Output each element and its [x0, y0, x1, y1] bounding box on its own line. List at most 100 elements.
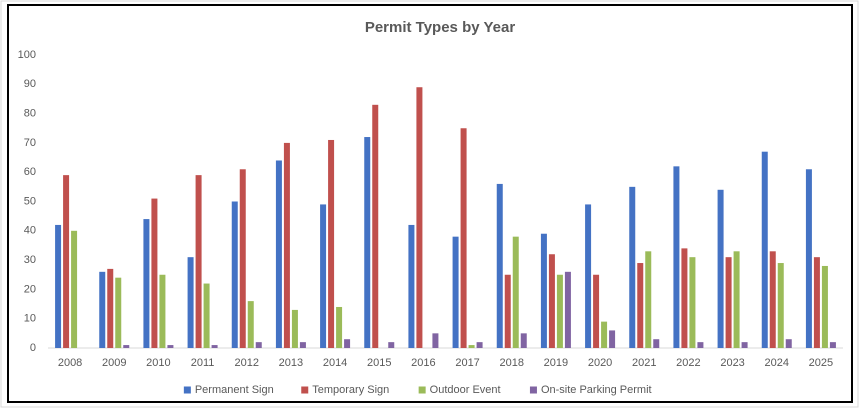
bar [372, 104, 379, 348]
bar [344, 339, 351, 348]
y-tick-label: 40 [24, 225, 36, 237]
legend-swatch [529, 386, 537, 394]
bar [364, 137, 371, 348]
bar [247, 301, 254, 348]
bar [388, 342, 395, 348]
bar [255, 342, 262, 348]
bar [645, 251, 652, 348]
bar [769, 251, 776, 348]
y-tick-label: 60 [24, 166, 36, 178]
x-tick-label: 2020 [588, 357, 612, 369]
bar [564, 271, 571, 348]
x-tick-label: 2008 [58, 357, 82, 369]
bar [741, 342, 748, 348]
y-tick-label: 80 [24, 108, 36, 120]
bar [637, 263, 644, 348]
legend-swatch [183, 386, 191, 394]
y-tick-label: 100 [18, 49, 36, 61]
x-tick-label: 2018 [500, 357, 524, 369]
bar [187, 257, 194, 348]
bar [777, 263, 784, 348]
bar [291, 309, 298, 348]
x-tick-label: 2012 [235, 357, 259, 369]
legend-label: On-site Parking Permit [541, 384, 652, 396]
bar [785, 339, 792, 348]
bar [299, 342, 306, 348]
bar [673, 166, 680, 348]
y-tick-label: 90 [24, 78, 36, 90]
bar [733, 251, 740, 348]
bar [416, 87, 423, 348]
bar [468, 345, 475, 348]
bar [159, 274, 166, 348]
bar [231, 201, 238, 348]
bar [432, 333, 439, 348]
bar [107, 268, 114, 348]
bar [123, 345, 130, 348]
bar [556, 274, 563, 348]
bar [540, 233, 547, 348]
legend-swatch [418, 386, 426, 394]
bar [239, 169, 246, 348]
bar [629, 186, 636, 348]
bar [460, 128, 467, 348]
y-tick-label: 30 [24, 254, 36, 266]
bar [717, 189, 724, 348]
bar [99, 271, 106, 348]
bar [585, 204, 592, 348]
y-tick-label: 70 [24, 137, 36, 149]
bar [829, 342, 836, 348]
x-tick-label: 2013 [279, 357, 303, 369]
bar [336, 306, 343, 348]
bar [805, 169, 812, 348]
bar [813, 257, 820, 348]
x-tick-label: 2017 [455, 357, 479, 369]
bar [63, 175, 70, 348]
bar [328, 139, 335, 348]
bar [681, 248, 688, 348]
bar [548, 254, 555, 348]
x-tick-label: 2011 [191, 357, 215, 369]
y-tick-label: 20 [24, 283, 36, 295]
bar [452, 236, 459, 348]
bar [275, 160, 282, 348]
bar [520, 333, 527, 348]
x-tick-label: 2024 [765, 357, 789, 369]
bar [143, 219, 150, 348]
x-tick-label: 2015 [367, 357, 391, 369]
bar [71, 230, 78, 348]
bar [283, 142, 290, 348]
chart-frame [7, 4, 853, 403]
x-tick-label: 2022 [676, 357, 700, 369]
x-tick-label: 2021 [632, 357, 656, 369]
bar [115, 277, 122, 348]
bar [408, 224, 415, 348]
x-tick-label: 2014 [323, 357, 347, 369]
chart-title: Permit Types by Year [365, 19, 516, 36]
bar [211, 345, 218, 348]
bar [195, 175, 202, 348]
bar [55, 224, 62, 348]
bar [725, 257, 732, 348]
bar [653, 339, 660, 348]
bar [821, 265, 828, 348]
x-tick-label: 2019 [544, 357, 568, 369]
bar [496, 183, 503, 348]
x-tick-label: 2023 [720, 357, 744, 369]
y-tick-label: 0 [30, 342, 36, 354]
bar [609, 330, 616, 348]
y-tick-label: 10 [24, 313, 36, 325]
bar [476, 342, 483, 348]
bar [601, 321, 608, 348]
bar [203, 283, 210, 348]
legend-label: Outdoor Event [430, 384, 501, 396]
legend-label: Permanent Sign [195, 384, 274, 396]
bar [151, 198, 158, 348]
bar [689, 257, 696, 348]
x-tick-label: 2016 [411, 357, 435, 369]
bar [167, 345, 174, 348]
bar [320, 204, 327, 348]
bar [593, 274, 600, 348]
x-tick-label: 2025 [809, 357, 833, 369]
